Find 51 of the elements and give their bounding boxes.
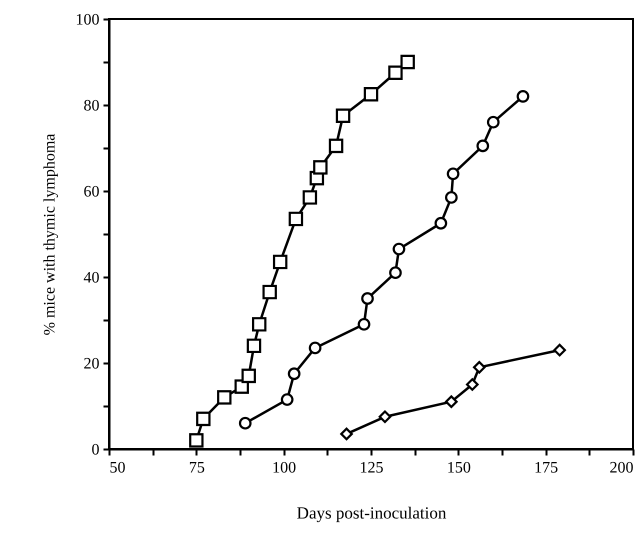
x-axis-title: Days post-inoculation <box>296 504 447 522</box>
point <box>308 342 322 354</box>
y-tick-label: 20 <box>84 356 100 372</box>
point <box>486 116 500 129</box>
point <box>476 140 490 152</box>
point <box>189 433 204 448</box>
point <box>400 54 415 70</box>
point <box>388 66 403 80</box>
point <box>336 108 350 123</box>
x-tick-label: 150 <box>446 460 471 476</box>
x-tick-label: 50 <box>110 460 126 476</box>
y-axis-title: % mice with thymic lymphoma <box>42 134 58 336</box>
point <box>238 416 252 430</box>
y-tick-label: 80 <box>84 98 100 114</box>
point <box>516 90 530 103</box>
x-tick-label: 75 <box>188 460 205 476</box>
y-tick-label: 0 <box>92 442 100 458</box>
point <box>280 393 294 406</box>
point <box>445 191 458 204</box>
point <box>358 318 370 331</box>
point <box>361 292 374 305</box>
point <box>340 428 353 440</box>
point <box>445 395 458 408</box>
y-tick-label: 60 <box>84 184 100 200</box>
x-tick-label: 200 <box>610 460 634 476</box>
point <box>252 317 266 332</box>
point <box>553 344 566 356</box>
y-tick-label: 40 <box>84 270 100 286</box>
point <box>364 87 378 102</box>
point <box>242 368 256 384</box>
point <box>446 167 460 180</box>
point <box>246 338 262 354</box>
point <box>392 242 406 256</box>
point <box>272 254 288 270</box>
point <box>302 190 318 205</box>
point <box>472 360 486 374</box>
x-tick-label: 175 <box>534 460 558 476</box>
point <box>196 412 211 426</box>
point <box>217 390 232 405</box>
point <box>328 138 344 154</box>
point <box>262 284 277 300</box>
point <box>378 410 392 424</box>
point <box>313 160 328 175</box>
y-tick-label: 100 <box>76 12 100 28</box>
point <box>389 266 402 280</box>
point <box>288 212 304 226</box>
point <box>466 378 479 391</box>
x-tick-label: 100 <box>272 460 296 476</box>
x-tick-label: 125 <box>360 460 384 476</box>
point <box>434 216 448 230</box>
point <box>288 367 300 380</box>
